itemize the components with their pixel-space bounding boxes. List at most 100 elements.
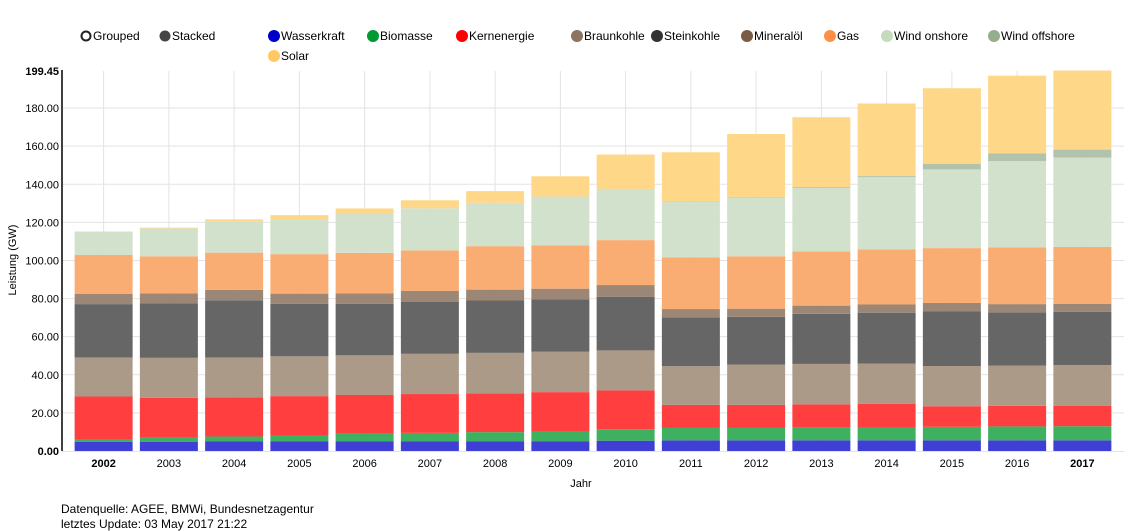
bar-segment-mineral-l[interactable]	[531, 289, 589, 300]
legend-item-steinkohle[interactable]: Steinkohle	[651, 29, 720, 43]
bar-segment-kernenergie[interactable]	[401, 394, 459, 433]
bar-segment-solar[interactable]	[205, 219, 263, 221]
bar-segment-biomasse[interactable]	[75, 439, 133, 442]
bar-segment-wasserkraft[interactable]	[205, 441, 263, 451]
mode-option-grouped[interactable]: Grouped	[82, 29, 140, 43]
bar-stack-2004[interactable]	[205, 219, 263, 451]
bar-segment-solar[interactable]	[1053, 71, 1111, 150]
bar-segment-wind-onshore[interactable]	[75, 232, 133, 255]
bar-segment-biomasse[interactable]	[140, 438, 198, 442]
bar-segment-wasserkraft[interactable]	[597, 441, 655, 451]
bar-segment-wind-onshore[interactable]	[662, 202, 720, 257]
bar-segment-braunkohle[interactable]	[205, 357, 263, 397]
bar-segment-kernenergie[interactable]	[75, 397, 133, 439]
bar-segment-steinkohle[interactable]	[662, 317, 720, 366]
mode-option-stacked[interactable]: Stacked	[160, 29, 216, 43]
bar-segment-wasserkraft[interactable]	[988, 440, 1046, 451]
bar-segment-steinkohle[interactable]	[205, 300, 263, 357]
bar-segment-kernenergie[interactable]	[1053, 406, 1111, 427]
bar-segment-wind-offshore[interactable]	[923, 164, 981, 170]
bar-stack-2014[interactable]	[858, 103, 916, 451]
bar-segment-biomasse[interactable]	[988, 426, 1046, 440]
bar-segment-wasserkraft[interactable]	[75, 442, 133, 451]
bar-segment-mineral-l[interactable]	[858, 304, 916, 312]
bar-segment-steinkohle[interactable]	[401, 302, 459, 354]
bar-segment-solar[interactable]	[270, 215, 328, 219]
bar-stack-2006[interactable]	[336, 208, 394, 451]
bar-stack-2009[interactable]	[531, 176, 589, 451]
bar-stack-2016[interactable]	[988, 76, 1046, 451]
bar-segment-biomasse[interactable]	[466, 432, 524, 441]
bar-stack-2010[interactable]	[597, 155, 655, 451]
bar-segment-braunkohle[interactable]	[792, 364, 850, 404]
bar-segment-braunkohle[interactable]	[140, 358, 198, 398]
bar-segment-gas[interactable]	[662, 257, 720, 309]
bar-segment-wind-onshore[interactable]	[205, 221, 263, 252]
bar-segment-mineral-l[interactable]	[140, 293, 198, 303]
bar-segment-gas[interactable]	[727, 256, 785, 308]
bar-stack-2002[interactable]	[75, 232, 133, 451]
bar-segment-gas[interactable]	[205, 253, 263, 290]
bar-segment-wind-onshore[interactable]	[140, 228, 198, 256]
bar-segment-kernenergie[interactable]	[858, 404, 916, 427]
bar-segment-gas[interactable]	[401, 250, 459, 291]
bar-stack-2017[interactable]	[1053, 71, 1111, 451]
bar-segment-steinkohle[interactable]	[988, 312, 1046, 365]
bar-segment-steinkohle[interactable]	[466, 300, 524, 352]
bar-segment-steinkohle[interactable]	[858, 313, 916, 364]
bar-segment-wasserkraft[interactable]	[727, 440, 785, 451]
bar-segment-wind-offshore[interactable]	[988, 153, 1046, 161]
bar-segment-wind-onshore[interactable]	[988, 161, 1046, 247]
legend-item-gas[interactable]: Gas	[824, 29, 859, 43]
bar-segment-wasserkraft[interactable]	[401, 441, 459, 451]
bar-segment-braunkohle[interactable]	[858, 364, 916, 404]
bar-segment-wind-onshore[interactable]	[466, 203, 524, 246]
bar-segment-solar[interactable]	[727, 134, 785, 197]
bar-segment-steinkohle[interactable]	[270, 304, 328, 356]
bar-segment-kernenergie[interactable]	[336, 395, 394, 434]
bar-segment-kernenergie[interactable]	[923, 406, 981, 427]
bar-segment-braunkohle[interactable]	[597, 350, 655, 390]
bar-segment-braunkohle[interactable]	[336, 355, 394, 395]
bar-segment-wasserkraft[interactable]	[140, 442, 198, 451]
bar-segment-biomasse[interactable]	[336, 434, 394, 442]
bar-segment-braunkohle[interactable]	[727, 365, 785, 405]
bar-segment-kernenergie[interactable]	[466, 393, 524, 432]
bar-segment-braunkohle[interactable]	[923, 366, 981, 406]
bar-segment-mineral-l[interactable]	[597, 285, 655, 297]
bar-stack-2005[interactable]	[270, 215, 328, 451]
bar-segment-kernenergie[interactable]	[140, 398, 198, 438]
bar-segment-wind-offshore[interactable]	[792, 187, 850, 188]
bar-segment-kernenergie[interactable]	[792, 404, 850, 427]
legend-item-wasserkraft[interactable]: Wasserkraft	[268, 29, 345, 43]
bar-segment-wasserkraft[interactable]	[531, 441, 589, 451]
bar-segment-steinkohle[interactable]	[597, 297, 655, 351]
bar-segment-wind-onshore[interactable]	[597, 189, 655, 240]
bar-segment-mineral-l[interactable]	[662, 309, 720, 317]
bar-segment-solar[interactable]	[401, 200, 459, 208]
bar-segment-wind-offshore[interactable]	[727, 197, 785, 198]
bar-segment-biomasse[interactable]	[270, 435, 328, 441]
bar-segment-wasserkraft[interactable]	[270, 441, 328, 451]
bar-segment-braunkohle[interactable]	[466, 353, 524, 393]
bar-segment-kernenergie[interactable]	[597, 390, 655, 429]
bar-segment-mineral-l[interactable]	[336, 293, 394, 304]
bar-segment-solar[interactable]	[75, 232, 133, 233]
legend-item-braunkohle[interactable]: Braunkohle	[571, 29, 645, 43]
bar-segment-kernenergie[interactable]	[727, 405, 785, 428]
bar-segment-braunkohle[interactable]	[988, 366, 1046, 406]
bar-segment-steinkohle[interactable]	[531, 300, 589, 352]
legend-item-biomasse[interactable]: Biomasse	[367, 29, 433, 43]
bar-segment-steinkohle[interactable]	[1053, 312, 1111, 365]
bar-segment-steinkohle[interactable]	[923, 311, 981, 366]
bar-segment-wind-onshore[interactable]	[923, 169, 981, 248]
bar-segment-gas[interactable]	[270, 254, 328, 293]
bar-segment-steinkohle[interactable]	[336, 304, 394, 355]
bar-segment-solar[interactable]	[336, 208, 394, 214]
bar-segment-biomasse[interactable]	[401, 433, 459, 442]
legend-item-wind-offshore[interactable]: Wind offshore	[988, 29, 1075, 43]
bar-segment-wind-onshore[interactable]	[270, 219, 328, 254]
bar-segment-kernenergie[interactable]	[205, 397, 263, 436]
bar-segment-solar[interactable]	[988, 76, 1046, 154]
bar-segment-mineral-l[interactable]	[466, 290, 524, 301]
